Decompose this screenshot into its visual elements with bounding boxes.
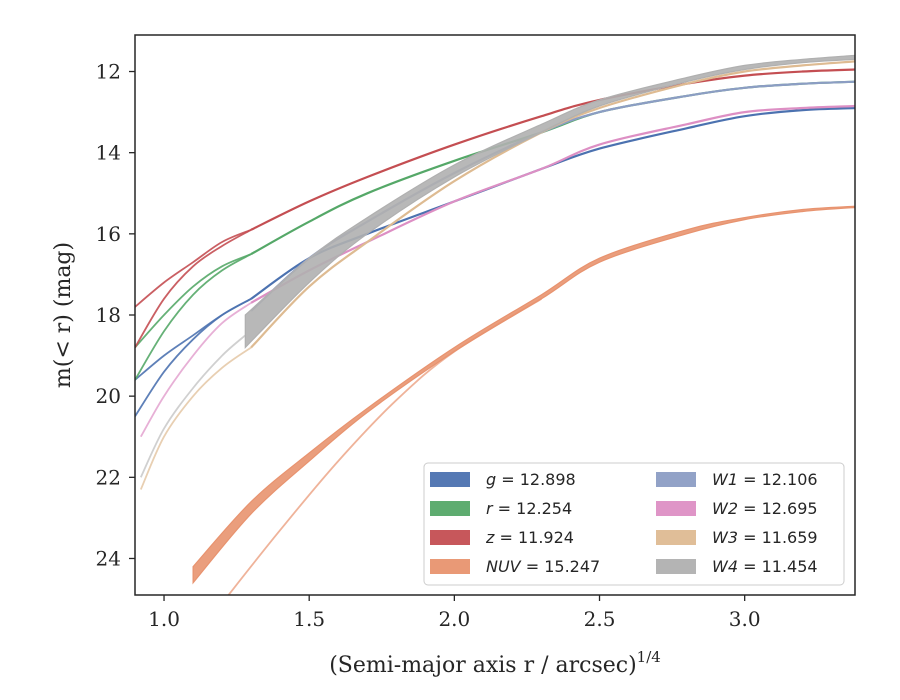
legend-label-w3: W3 = 11.659: [712, 528, 818, 547]
y-tick-label: 20: [96, 384, 121, 408]
y-tick-label: 16: [96, 222, 121, 246]
legend-label-r: r = 12.254: [486, 499, 572, 518]
legend-swatch-w1: [656, 472, 696, 487]
series-branch-z-1: [135, 229, 252, 348]
legend-swatch-w3: [656, 530, 696, 545]
legend-swatch-g: [430, 472, 470, 487]
series-branch-w2-1: [140, 302, 252, 438]
x-axis-label: (Semi-major axis r / arcsec)1/4: [329, 648, 661, 678]
y-tick-label: 24: [96, 546, 121, 570]
legend-label-w1: W1 = 12.106: [712, 470, 818, 489]
legend-swatch-z: [430, 530, 470, 545]
y-tick-label: 14: [96, 141, 121, 165]
x-tick-label: 2.0: [438, 607, 470, 631]
series-branch-w4-1: [139, 334, 246, 478]
series-branch-z-2: [135, 228, 252, 308]
x-tick-label: 3.0: [729, 607, 761, 631]
legend-swatch-w4: [656, 559, 696, 574]
legend-swatch-w2: [656, 501, 696, 516]
series-band-w4: [244, 54, 855, 349]
legend: g = 12.898 r = 12.254 z = 11.924 NUV = 15.2…: [423, 462, 845, 586]
legend-swatch-r: [430, 501, 470, 516]
legend-box: [423, 462, 845, 586]
series-branch-nuv-1: [227, 298, 542, 595]
legend-swatch-nuv: [430, 559, 470, 574]
legend-label-w4: W4 = 11.454: [712, 557, 818, 576]
legend-label-z: z = 11.924: [485, 528, 574, 547]
y-tick-label: 22: [96, 465, 121, 489]
x-tick-label: 1.0: [148, 607, 180, 631]
series-branch-r-1: [135, 253, 252, 381]
series-band-nuv: [192, 205, 855, 585]
x-tick-label: 1.5: [293, 607, 325, 631]
legend-label-nuv: NUV = 15.247: [486, 557, 600, 576]
axis-ticks: 1.0 1.5 2.0 2.5 3.0 12 14 16 18 20 22 24: [96, 60, 761, 631]
y-axis-label: m(< r) (mag): [51, 242, 76, 388]
series-branch-r-2: [135, 253, 252, 349]
legend-label-g: g = 12.898: [486, 470, 576, 489]
x-tick-label: 2.5: [584, 607, 616, 631]
x-axis-label-exponent: 1/4: [637, 648, 661, 666]
plot-marks: [135, 54, 855, 595]
legend-label-w2: W2 = 12.695: [712, 499, 818, 518]
series-line-w1: [250, 80, 855, 312]
y-tick-label: 12: [96, 60, 121, 84]
series-branch-g-2: [135, 298, 252, 381]
series-line-z: [250, 68, 855, 231]
series-line-r: [250, 80, 855, 256]
series-line-g: [250, 106, 855, 300]
y-tick-label: 18: [96, 303, 121, 327]
series-branch-w3-1: [139, 346, 252, 490]
